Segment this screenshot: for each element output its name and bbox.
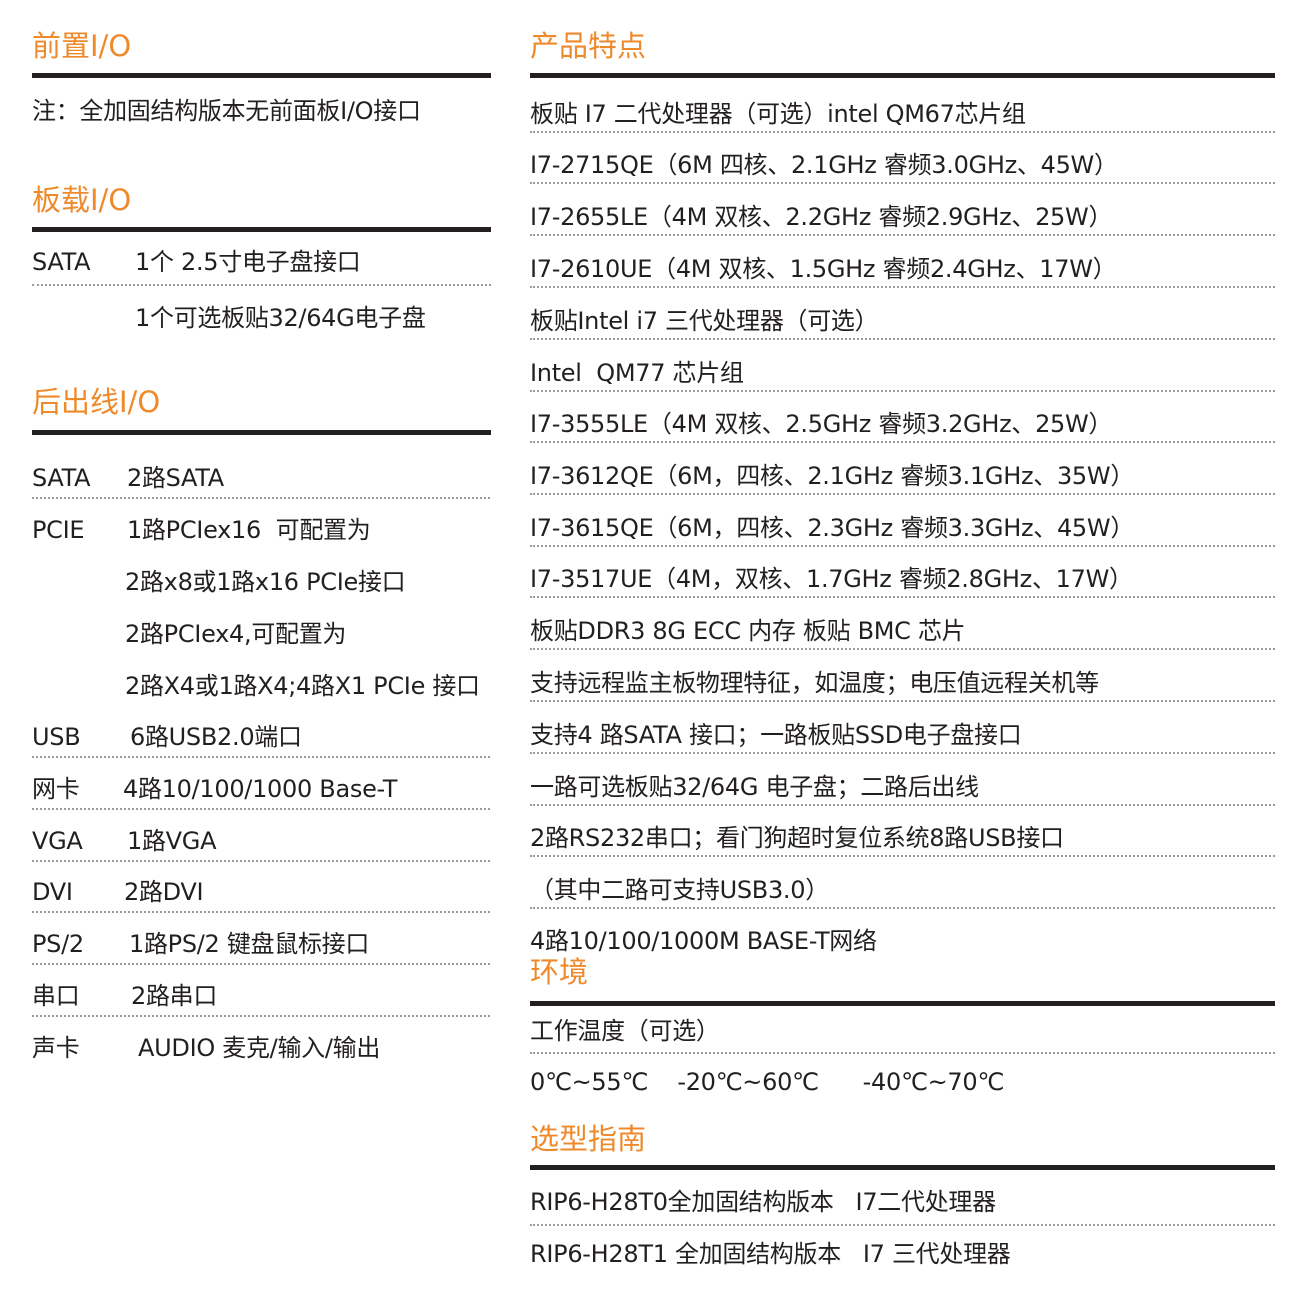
rear-io-row-value: 2路DVI: [124, 878, 204, 906]
rear-io-row-value: 1路PS/2 键盘鼠标接口: [129, 930, 370, 958]
rear-io-row-label: 声卡: [32, 1034, 80, 1062]
feature-item: I7-2715QE（6M 四核、2.1GHz 睿频3.0GHz、45W）: [530, 151, 1118, 179]
feature-item: 2路RS232串口；看门狗超时复位系统8路USB接口: [530, 824, 1064, 852]
rear-io-row-value: 1路VGA: [127, 827, 217, 855]
rear-io-row-label: SATA: [32, 464, 91, 492]
rear-io-row-value: 2路串口: [131, 982, 218, 1010]
feature-item: I7-3555LE（4M 双核、2.5GHz 睿频3.2GHz、25W）: [530, 410, 1113, 438]
feature-item: I7-2610UE（4M 双核、1.5GHz 睿频2.4GHz、17W）: [530, 255, 1117, 283]
onboard-row-value: 1个可选板贴32/64G电子盘: [135, 304, 426, 332]
rear-io-row-value: 2路X4或1路X4;4路X1 PCIe 接口: [125, 672, 480, 700]
dotted-separator: [530, 752, 1275, 754]
rear-io-row-value: 2路PCIex4,可配置为: [125, 620, 347, 648]
feature-item: Intel QM77 芯片组: [530, 359, 744, 387]
rear-io-row-label: VGA: [32, 827, 83, 855]
onboard-io-rule: [32, 227, 491, 232]
dotted-separator: [530, 1052, 1275, 1054]
dotted-separator: [530, 804, 1275, 806]
dotted-separator: [530, 1224, 1275, 1226]
rear-io-row-label: DVI: [32, 878, 73, 906]
front-io-note: 注：全加固结构版本无前面板I/O接口: [32, 97, 421, 125]
temperature-ranges: 0℃~55℃ -20℃~60℃ -40℃~70℃: [530, 1068, 1005, 1096]
feature-item: （其中二路可支持USB3.0）: [530, 876, 829, 904]
features-rule: [530, 73, 1275, 78]
dotted-separator: [530, 286, 1275, 288]
rear-io-row-label: PS/2: [32, 930, 84, 958]
onboard-row-label: SATA: [32, 248, 91, 276]
dotted-separator: [530, 545, 1275, 547]
environment-rule: [530, 1001, 1275, 1006]
dotted-separator: [530, 390, 1275, 392]
feature-item: 一路可选板贴32/64G 电子盘；二路后出线: [530, 773, 979, 801]
feature-item: 4路10/100/1000M BASE-T网络: [530, 927, 877, 955]
environment-item: 工作温度（可选）: [530, 1017, 720, 1045]
selection-guide-rule: [530, 1165, 1275, 1170]
dotted-separator: [530, 182, 1275, 184]
dotted-separator: [530, 596, 1275, 598]
rear-io-row-value: AUDIO 麦克/输入/输出: [138, 1034, 381, 1062]
rear-io-row-label: 网卡: [32, 775, 80, 803]
dotted-separator: [530, 700, 1275, 702]
rear-io-row-label: PCIE: [32, 516, 85, 544]
dotted-separator: [530, 131, 1275, 133]
dotted-separator: [32, 1015, 490, 1017]
feature-item: 支持4 路SATA 接口；一路板贴SSD电子盘接口: [530, 721, 1022, 749]
dotted-separator: [32, 860, 490, 862]
dotted-separator: [32, 808, 490, 810]
rear-io-row-value: 2路SATA: [127, 464, 224, 492]
front-io-heading: 前置I/O: [32, 29, 132, 63]
feature-item: 板贴DDR3 8G ECC 内存 板贴 BMC 芯片: [530, 617, 966, 645]
dotted-separator: [32, 963, 490, 965]
dotted-separator: [530, 441, 1275, 443]
rear-io-row-value: 4路10/100/1000 Base-T: [123, 775, 398, 803]
rear-io-row-label: USB: [32, 723, 81, 751]
feature-item: 板贴 I7 二代处理器（可选）intel QM67芯片组: [530, 100, 1026, 128]
dotted-separator: [530, 855, 1275, 857]
dotted-separator: [530, 338, 1275, 340]
onboard-row-value: 1个 2.5寸电子盘接口: [135, 248, 361, 276]
front-io-rule: [32, 73, 491, 78]
feature-item: I7-3517UE（4M，双核、1.7GHz 睿频2.8GHz、17W）: [530, 565, 1133, 593]
feature-item: I7-3612QE（6M，四核、2.1GHz 睿频3.1GHz、35W）: [530, 462, 1135, 490]
rear-io-row-value: 1路PCIex16 可配置为: [127, 516, 371, 544]
model-item: RIP6-H28T1 全加固结构版本 I7 三代处理器: [530, 1240, 1011, 1268]
feature-item: 支持远程监主板物理特征，如温度；电压值远程关机等: [530, 669, 1099, 697]
selection-guide-heading: 选型指南: [530, 1122, 647, 1156]
feature-item: I7-3615QE（6M，四核、2.3GHz 睿频3.3GHz、45W）: [530, 514, 1135, 542]
dotted-separator: [530, 648, 1275, 650]
feature-item: I7-2655LE（4M 双核、2.2GHz 睿频2.9GHz、25W）: [530, 203, 1113, 231]
dotted-separator: [32, 284, 491, 286]
dotted-separator: [530, 493, 1275, 495]
environment-heading: 环境: [530, 955, 589, 989]
feature-item: 板贴Intel i7 三代处理器（可选）: [530, 307, 879, 335]
features-heading: 产品特点: [530, 29, 647, 63]
rear-io-heading: 后出线I/O: [32, 385, 161, 419]
rear-io-row-value: 6路USB2.0端口: [130, 723, 302, 751]
dotted-separator: [32, 497, 490, 499]
dotted-separator: [32, 756, 490, 758]
rear-io-row-value: 2路x8或1路x16 PCIe接口: [125, 568, 406, 596]
rear-io-rule: [32, 430, 491, 435]
dotted-separator: [530, 234, 1275, 236]
model-item: RIP6-H28T0全加固结构版本 I7二代处理器: [530, 1188, 996, 1216]
dotted-separator: [32, 911, 490, 913]
rear-io-row-label: 串口: [32, 982, 80, 1010]
onboard-io-heading: 板载I/O: [32, 183, 132, 217]
dotted-separator: [530, 907, 1275, 909]
